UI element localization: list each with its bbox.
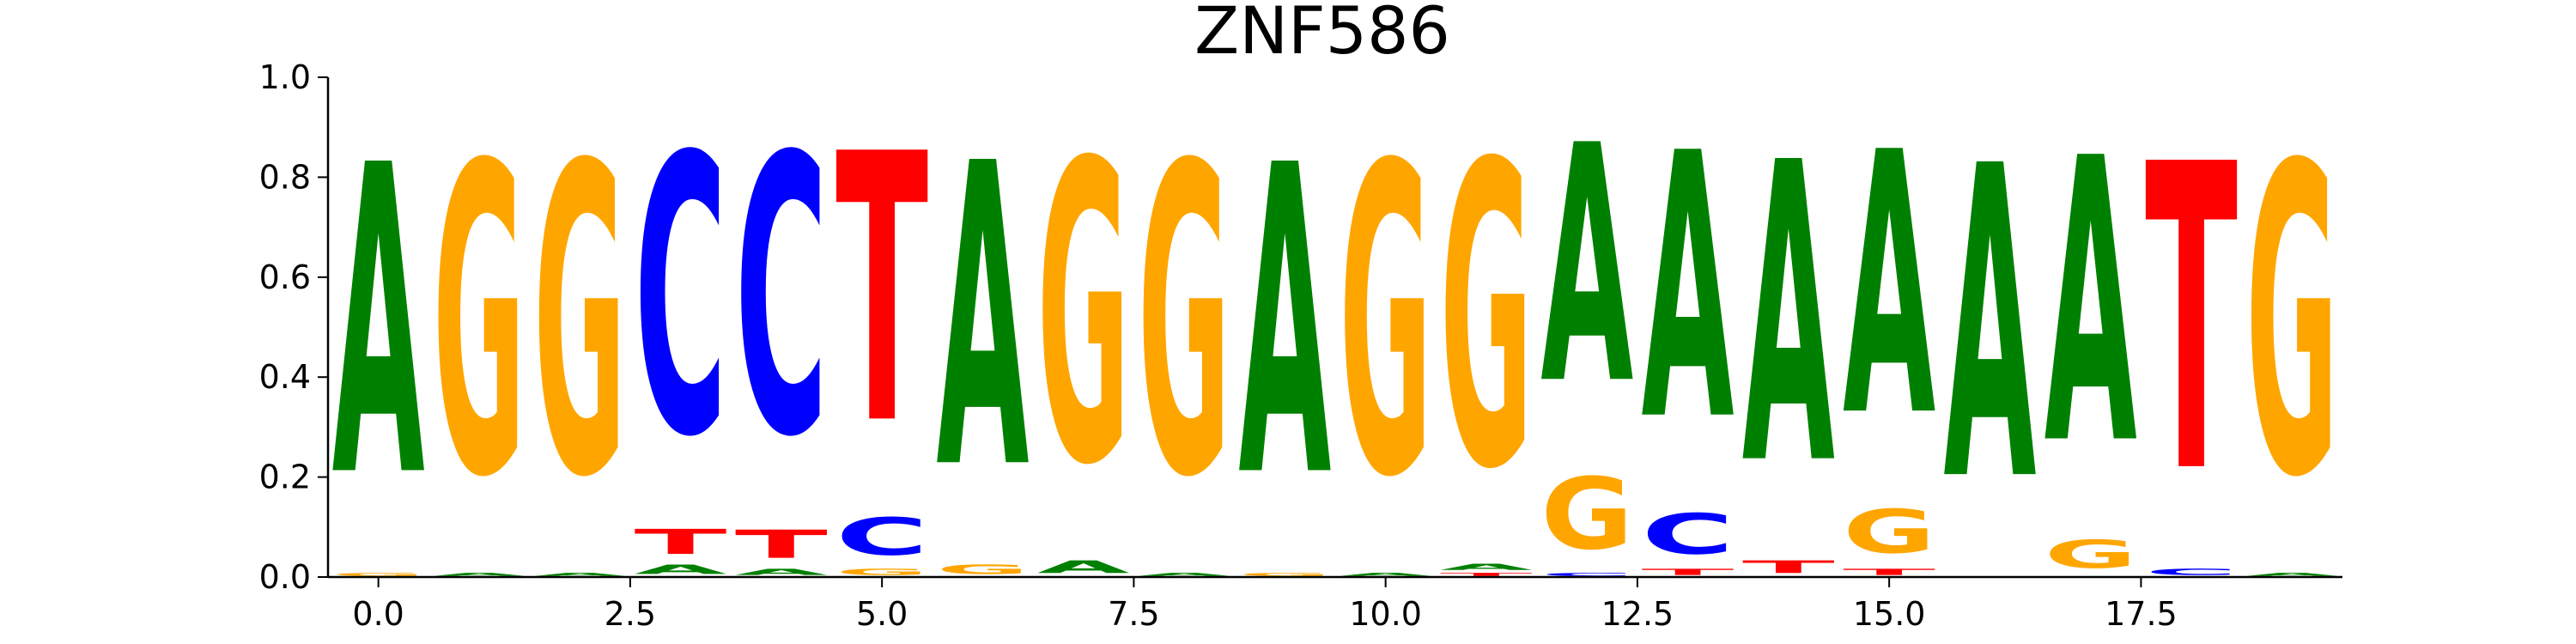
logo-letter-g: G	[936, 562, 1029, 577]
x-tick-label: 7.5	[1108, 595, 1159, 633]
x-tick-label: 17.5	[2105, 595, 2178, 633]
logo-letter-t: T	[1440, 572, 1533, 577]
logo-letter-g: G	[533, 77, 626, 571]
logo-letter-a: A	[635, 562, 727, 577]
logo-letter-t: T	[735, 522, 828, 567]
x-axis-ticks: 0.0 2.5 5.0 7.5 10.0 12.5 15.0 17.5	[352, 577, 2178, 633]
logo-letter-t: T	[635, 522, 727, 562]
logo-letter-g: G	[332, 572, 425, 577]
logo-letter-c: C	[1540, 572, 1633, 577]
logo-letter-c: C	[1642, 501, 1735, 567]
axes: 0.0 0.2 0.4 0.6 0.8 1.0 0.0 2.5 5.0 7.5 10.0 12.5 1…	[259, 58, 2342, 633]
logo-letter-g: G	[1540, 458, 1633, 573]
y-tick-label: 0.2	[259, 459, 311, 496]
logo-letter-a: A	[533, 572, 626, 577]
logo-letter-g: G	[1238, 572, 1331, 577]
logo-letter-a: A	[1138, 572, 1230, 577]
x-tick-label: 12.5	[1601, 595, 1674, 633]
logo-letter-t: T	[2145, 76, 2239, 566]
logo-letter-g: G	[1037, 76, 1130, 556]
logo-letter-c: C	[835, 507, 928, 567]
logo-letter-g: G	[1440, 76, 1533, 561]
logo-letter-c: C	[2145, 567, 2238, 577]
logo-letter-g: G	[835, 567, 928, 577]
logo-letter-g: G	[1138, 77, 1230, 571]
logo-letter-g: G	[2044, 532, 2137, 577]
logo-letter-a: A	[936, 77, 1030, 562]
logo-letter-a: A	[1642, 76, 1735, 501]
logo-letter-c: C	[735, 77, 828, 521]
logo-letter-t: T	[1843, 567, 1935, 577]
logo-letter-g: G	[2245, 77, 2338, 571]
y-tick-label: 0.0	[259, 558, 311, 596]
chart-title: ZNF586	[1194, 0, 1450, 69]
logo-letter-a: A	[1037, 557, 1130, 577]
logo-letter-a: A	[1540, 78, 1634, 457]
logo-letter-t: T	[1742, 557, 1835, 577]
logo-letter-a: A	[1340, 572, 1432, 577]
logo-letter-g: G	[433, 77, 526, 571]
y-tick-label: 0.8	[259, 158, 311, 196]
y-tick-label: 0.6	[259, 258, 311, 296]
logo-letter-a: A	[2245, 572, 2338, 577]
logo-letter-a: A	[1440, 562, 1533, 573]
logo-letter-a: A	[2044, 77, 2138, 532]
logo-letter-a: A	[1843, 76, 1936, 496]
logo-letter-a: A	[735, 567, 828, 577]
y-tick-label: 1.0	[259, 58, 311, 96]
logo-letter-a: A	[332, 76, 426, 571]
x-tick-label: 0.0	[352, 595, 404, 633]
logo-letter-a: A	[1238, 76, 1332, 571]
logo-letter-t: T	[835, 78, 929, 507]
logo-letter-c: C	[635, 77, 727, 521]
logo-letter-g: G	[1843, 496, 1935, 567]
logo-letter-t: T	[1642, 567, 1735, 577]
x-tick-label: 2.5	[605, 595, 656, 633]
y-axis-ticks: 0.0 0.2 0.4 0.6 0.8 1.0	[259, 58, 328, 596]
logo-letter-a: A	[433, 572, 526, 577]
logo-letter-g: G	[1340, 77, 1432, 571]
y-tick-label: 0.4	[259, 358, 311, 396]
x-tick-label: 10.0	[1349, 595, 1422, 633]
logo-letter-a: A	[1742, 77, 1836, 556]
x-tick-label: 5.0	[856, 595, 908, 633]
x-tick-label: 15.0	[1853, 595, 1926, 633]
logo-letter-a: A	[1943, 77, 2037, 575]
